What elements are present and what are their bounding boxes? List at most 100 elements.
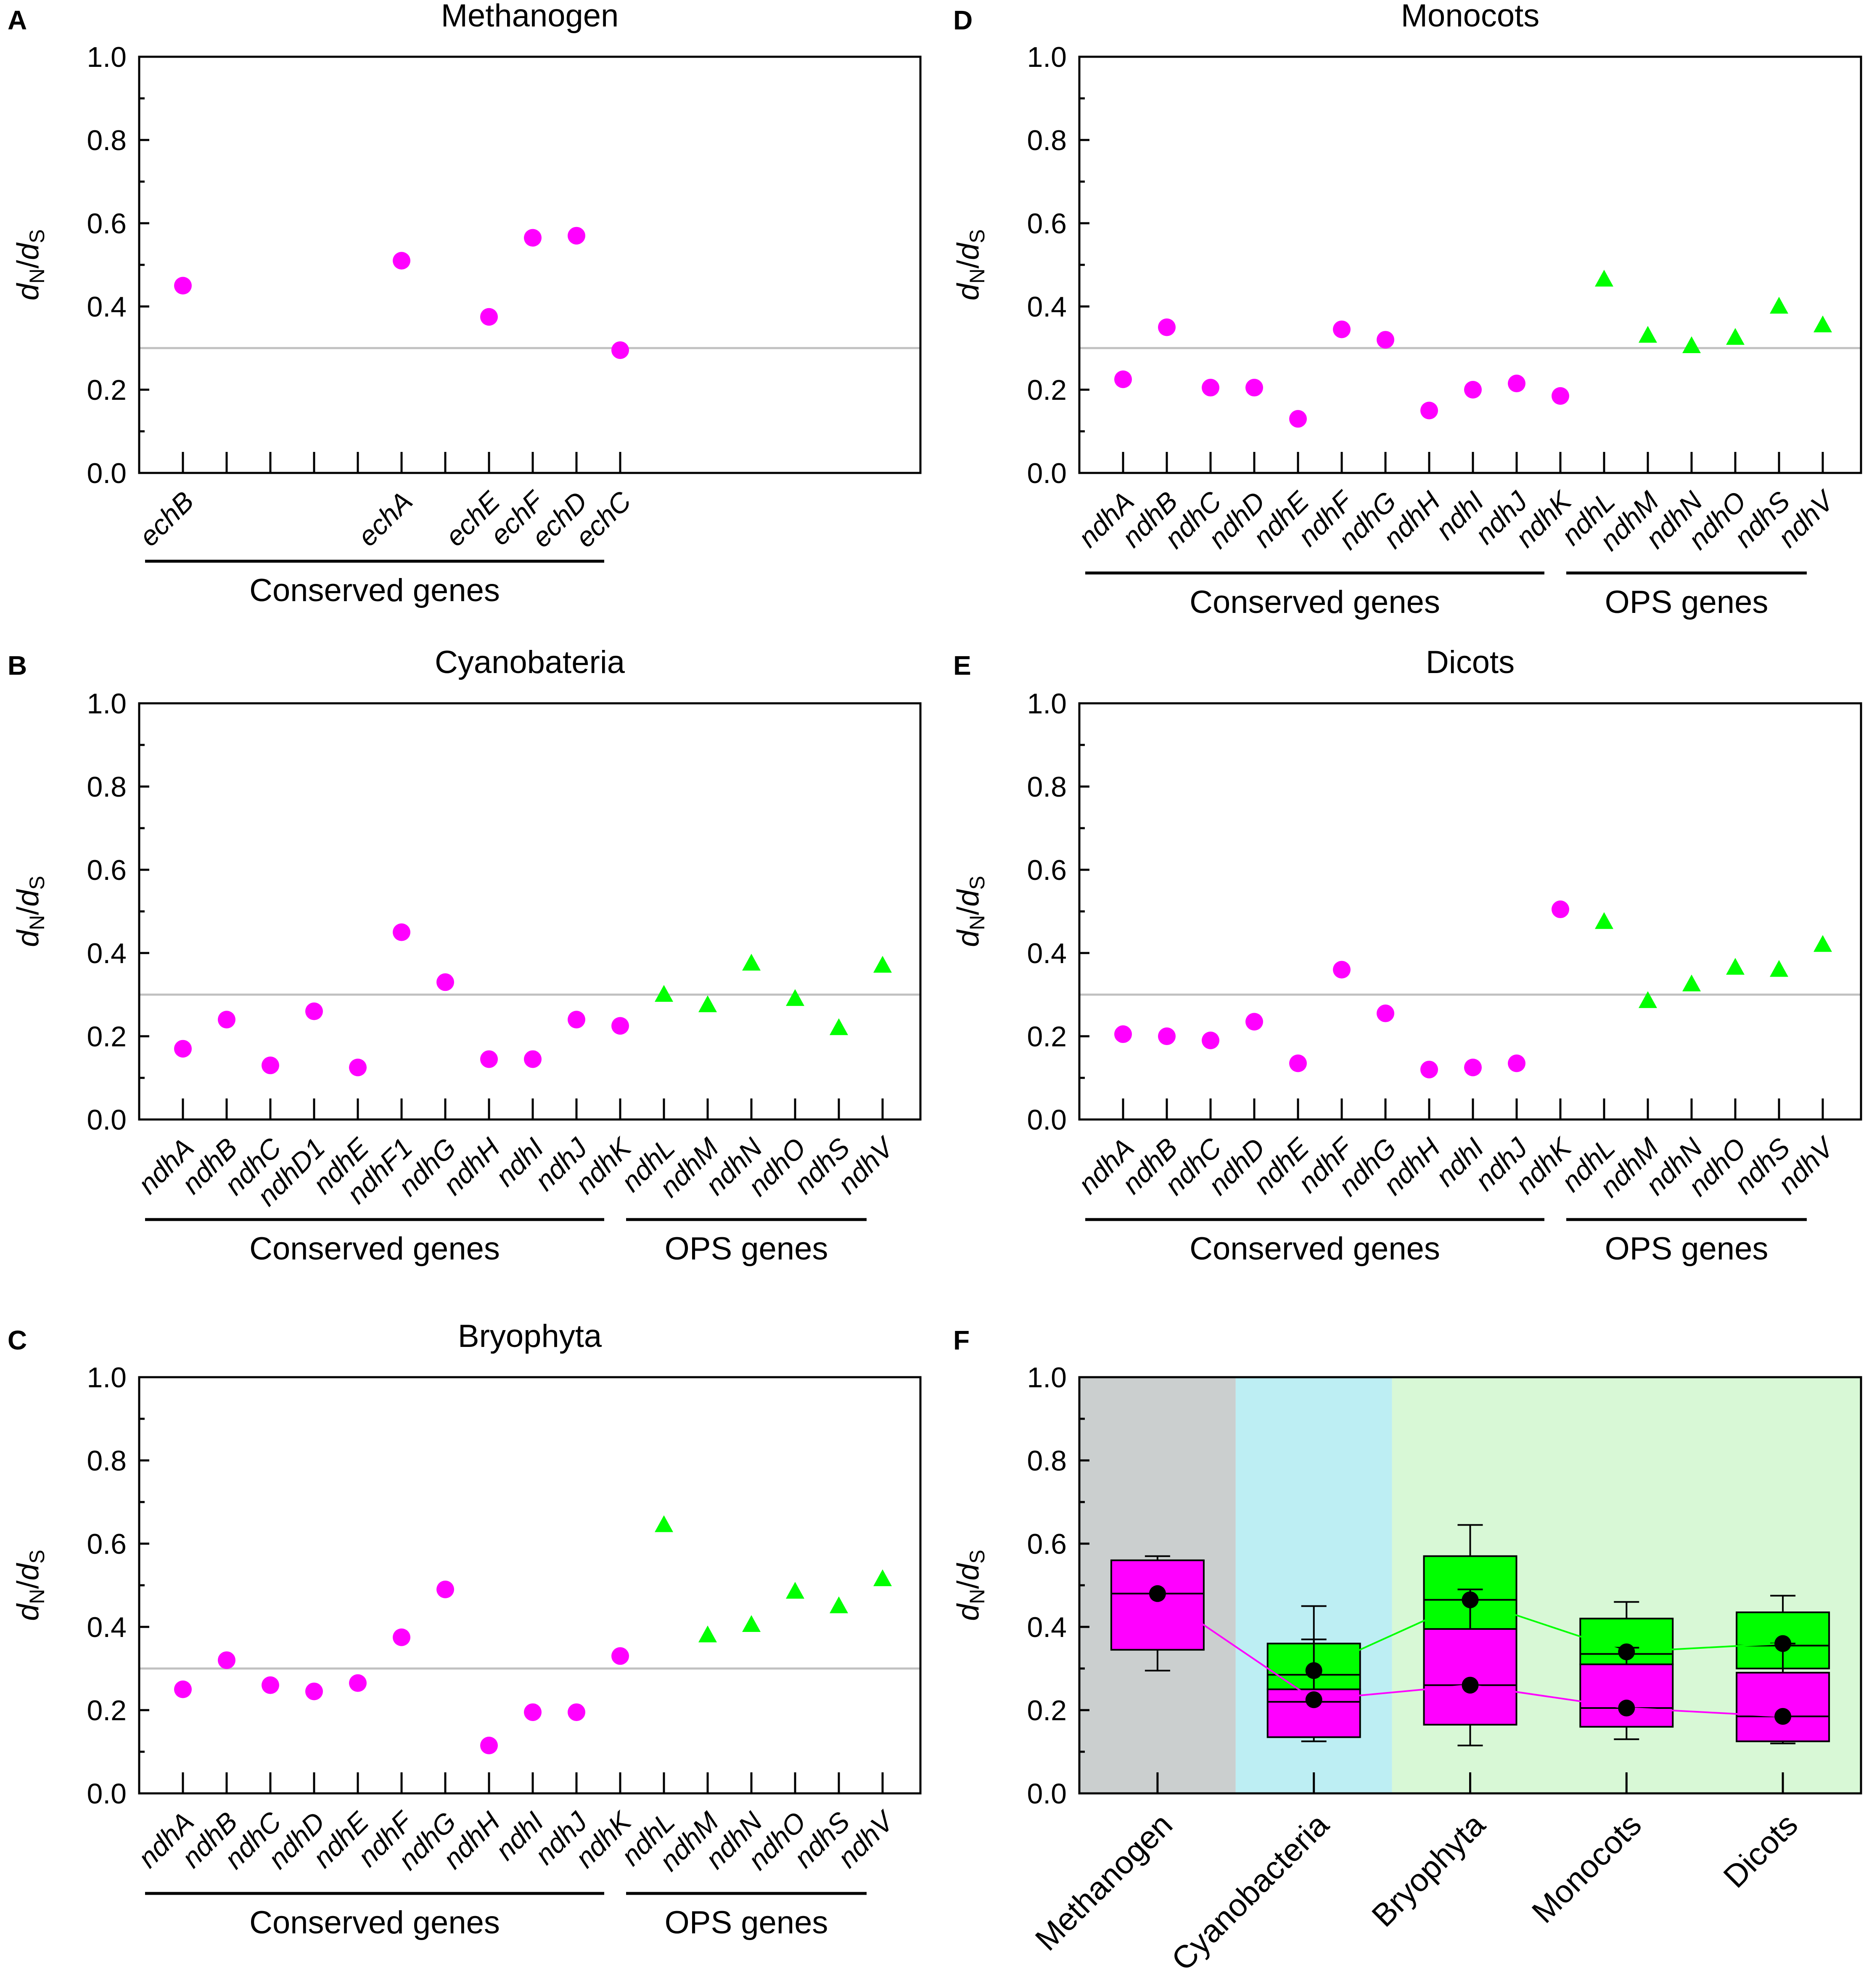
- ops-gene-point: [1813, 935, 1832, 952]
- conserved-gene-point: [174, 1040, 192, 1058]
- y-axis-label-part: N: [965, 1589, 989, 1604]
- conserved-gene-point: [174, 277, 192, 295]
- conserved-gene-point: [218, 1011, 235, 1029]
- mean-trend-line: [1313, 1599, 1783, 1671]
- mean-point: [1774, 1708, 1792, 1725]
- y-tick-label: 0.6: [87, 854, 127, 886]
- y-tick-label: 0.0: [87, 457, 127, 489]
- y-axis-label-part: d: [11, 283, 45, 301]
- y-axis-label: dN/dS: [952, 1550, 989, 1621]
- panel-letter: E: [953, 650, 971, 681]
- y-tick-label: 1.0: [1027, 688, 1067, 720]
- y-axis-label: dN/dS: [11, 229, 49, 301]
- y-axis-label-part: S: [25, 1550, 49, 1563]
- y-tick-label: 0.8: [1027, 1445, 1067, 1477]
- panel-title: Methanogen: [441, 0, 619, 34]
- conserved-gene-point: [349, 1059, 367, 1077]
- y-axis-label-part: /: [11, 260, 45, 269]
- conserved-gene-point: [611, 341, 629, 359]
- ops-gene-point: [1639, 991, 1657, 1008]
- ops-gene-point: [1770, 960, 1788, 977]
- y-axis-label: dN/dS: [952, 229, 989, 301]
- ops-gene-point: [786, 989, 804, 1006]
- y-tick-label: 0.2: [1027, 1695, 1067, 1727]
- y-axis-label-part: d: [11, 1563, 45, 1581]
- y-axis-label-part: S: [965, 876, 989, 890]
- panel-title: Bryophyta: [458, 1318, 602, 1354]
- conserved-gene-point: [611, 1017, 629, 1035]
- group-label: Conserved genes: [1190, 1231, 1440, 1267]
- y-axis-label: dN/dS: [11, 876, 49, 947]
- mean-point: [1462, 1591, 1479, 1608]
- ops-gene-point: [1595, 269, 1613, 287]
- y-axis-label-part: N: [25, 1589, 49, 1604]
- y-tick-label: 0.4: [87, 937, 127, 969]
- panel-letter: B: [8, 650, 27, 681]
- group-label: Conserved genes: [249, 573, 500, 608]
- y-axis-label-part: S: [965, 1550, 989, 1563]
- conserved-gene-point: [480, 1050, 498, 1068]
- group-label: Conserved genes: [1190, 584, 1440, 620]
- y-axis-label-part: N: [965, 269, 989, 284]
- ops-gene-point: [873, 956, 892, 973]
- box: [1579, 1663, 1674, 1728]
- y-tick-label: 0.2: [87, 1021, 127, 1053]
- y-axis-label-part: d: [952, 1563, 985, 1581]
- x-tick-label: Cyanobacteria: [1165, 1806, 1336, 1977]
- y-axis-label-part: d: [952, 889, 985, 907]
- panel-f: 0.00.20.40.60.81.0dN/dSMethanogenCyanoba…: [952, 1362, 1862, 1978]
- conserved-gene-point: [393, 923, 410, 941]
- panel-letter: C: [8, 1325, 27, 1355]
- group-label: OPS genes: [1605, 1231, 1769, 1267]
- conserved-gene-point: [1202, 379, 1219, 397]
- conserved-gene-point: [1289, 1054, 1307, 1072]
- box: [1736, 1671, 1830, 1742]
- y-tick-label: 0.4: [87, 1611, 127, 1643]
- y-axis-label-part: N: [965, 915, 989, 930]
- panel-title: Dicots: [1426, 644, 1515, 680]
- ops-gene-point: [698, 995, 717, 1012]
- x-tick-label: Methanogen: [1028, 1807, 1179, 1958]
- y-axis-label-part: /: [11, 1581, 45, 1589]
- y-tick-label: 0.6: [1027, 1528, 1067, 1560]
- ops-gene-point: [1682, 336, 1701, 354]
- mean-point: [1462, 1676, 1479, 1694]
- ops-gene-point: [1813, 315, 1832, 333]
- y-tick-label: 0.0: [1027, 1104, 1067, 1136]
- y-axis-label-part: S: [25, 229, 49, 243]
- x-tick-label: echA: [352, 486, 418, 552]
- conserved-gene-point: [393, 252, 410, 270]
- mean-point: [1305, 1691, 1322, 1708]
- conserved-gene-point: [174, 1680, 192, 1698]
- x-tick-label: Monocots: [1525, 1807, 1648, 1930]
- x-tick-label: echB: [133, 486, 200, 552]
- y-tick-label: 0.2: [87, 374, 127, 406]
- y-tick-label: 0.8: [1027, 124, 1067, 156]
- conserved-gene-point: [305, 1002, 323, 1020]
- conserved-gene-point: [1158, 1027, 1176, 1045]
- y-tick-label: 0.0: [1027, 457, 1067, 489]
- ops-gene-point: [1682, 974, 1701, 992]
- conserved-gene-point: [1377, 331, 1394, 349]
- conserved-gene-point: [1289, 410, 1307, 428]
- mean-point: [1774, 1635, 1792, 1652]
- ops-gene-point: [655, 1515, 673, 1532]
- y-tick-label: 0.6: [87, 1528, 127, 1560]
- conserved-gene-point: [1552, 900, 1569, 919]
- y-tick-label: 0.8: [1027, 771, 1067, 803]
- y-axis-label-part: /: [11, 907, 45, 915]
- panel-d: 0.00.20.40.60.81.0dN/dSndhAndhBndhCndhDn…: [952, 0, 1862, 620]
- conserved-gene-point: [1508, 375, 1525, 393]
- ops-gene-point: [1595, 912, 1613, 929]
- panel-letter: D: [953, 5, 973, 35]
- y-tick-label: 0.2: [1027, 374, 1067, 406]
- conserved-gene-point: [1377, 1004, 1394, 1022]
- y-tick-label: 1.0: [87, 688, 127, 720]
- y-tick-label: 1.0: [87, 41, 127, 73]
- conserved-gene-point: [1552, 387, 1569, 405]
- group-label: OPS genes: [665, 1231, 828, 1267]
- group-label: OPS genes: [665, 1905, 828, 1940]
- y-axis-label-part: d: [952, 243, 985, 260]
